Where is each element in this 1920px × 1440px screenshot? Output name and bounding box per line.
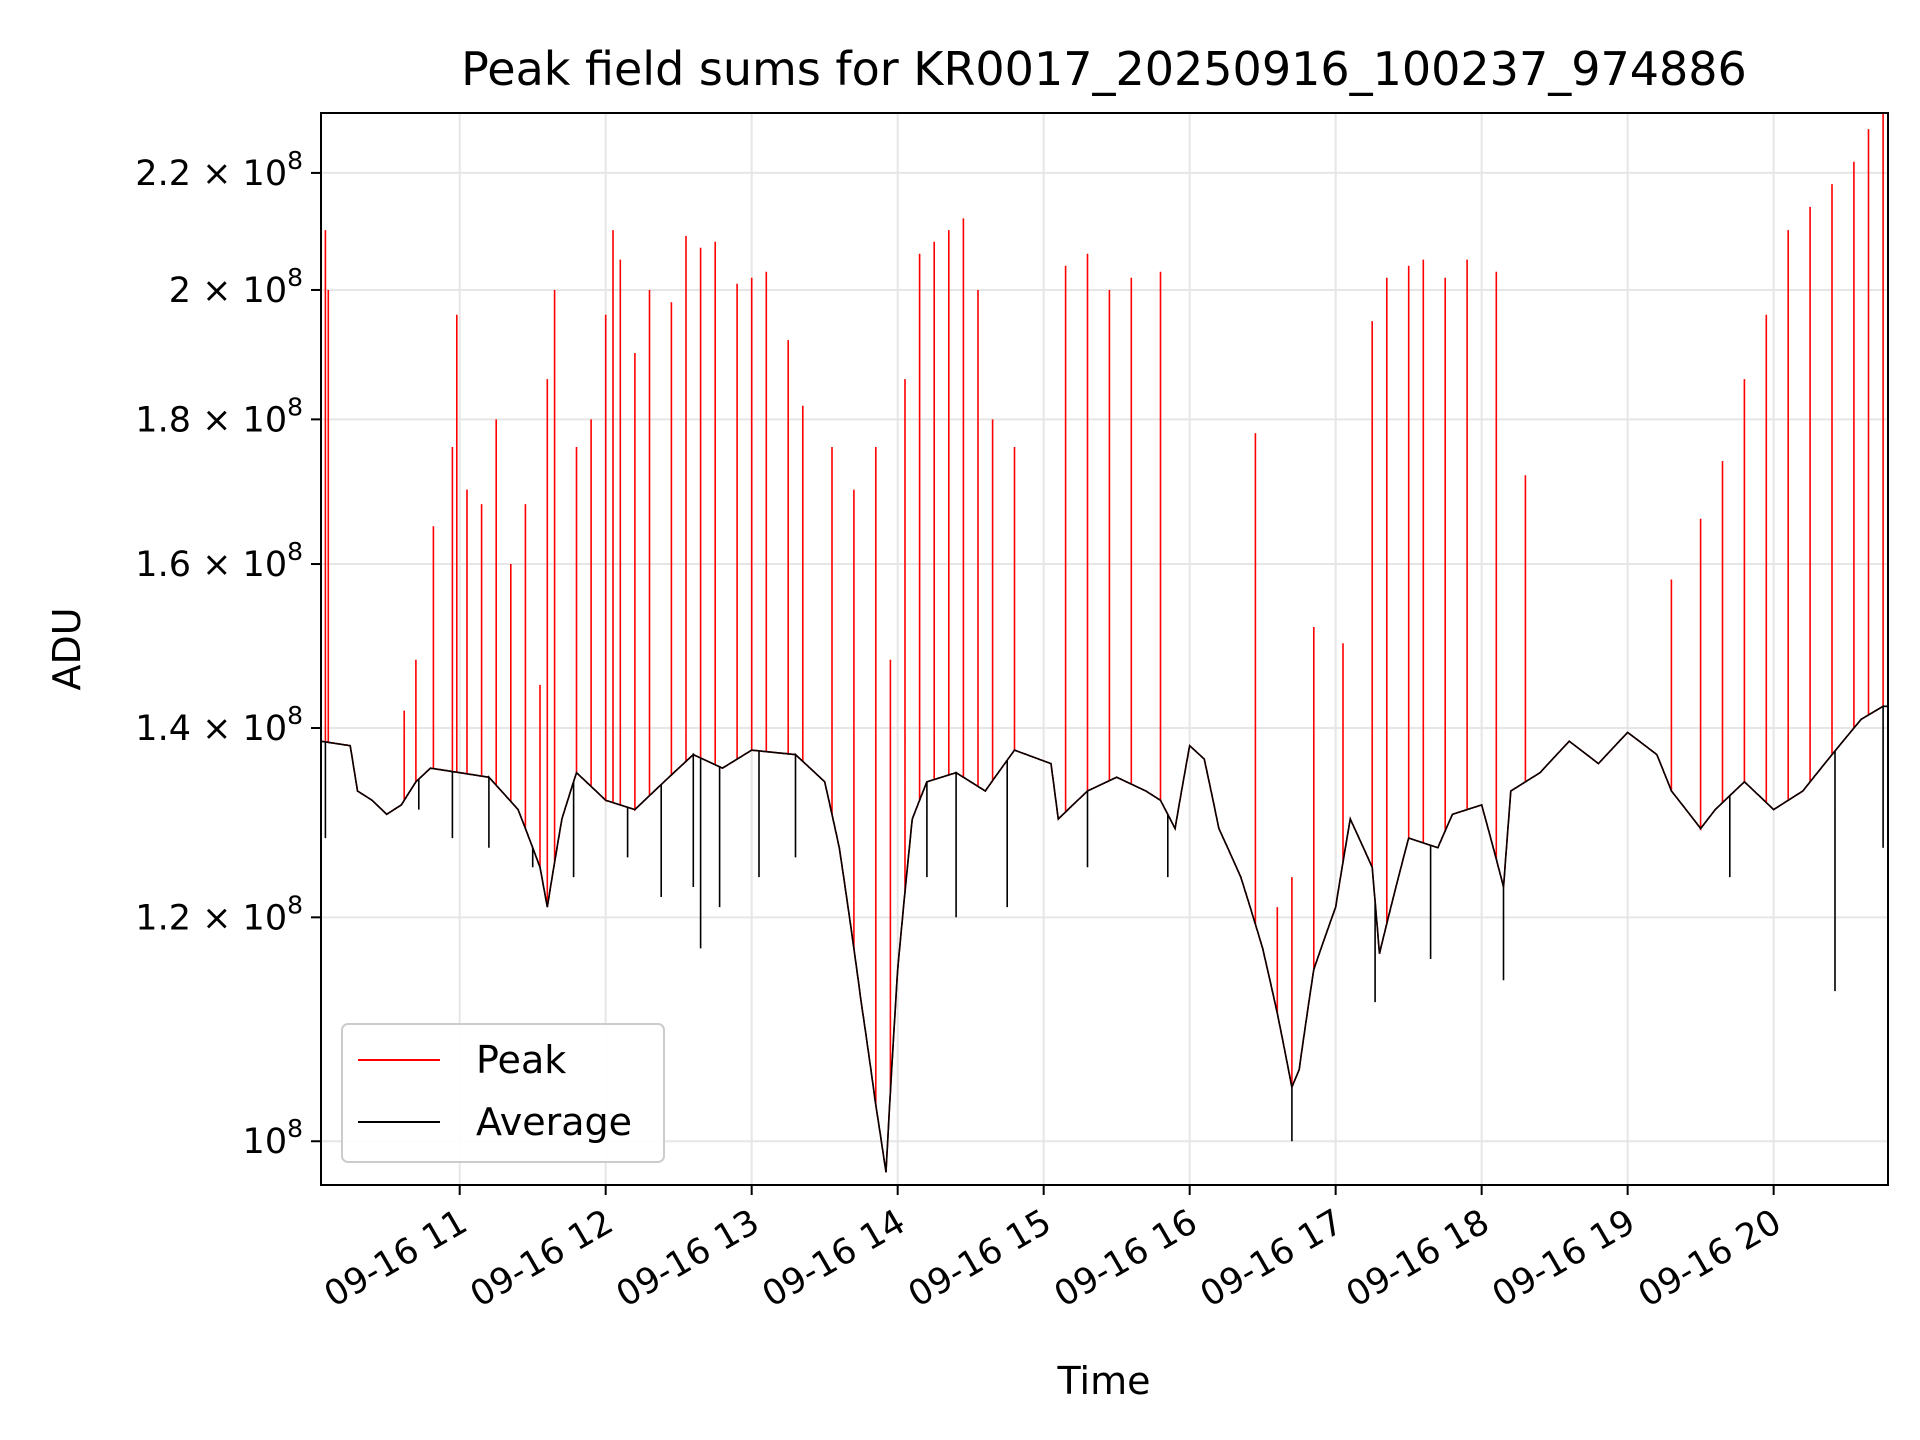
- plot-area: [321, 113, 1888, 1173]
- y-tick-mantissa: 1.8 ×: [135, 400, 242, 440]
- y-tick-exponent: 8: [287, 146, 303, 175]
- y-tick-mantissa: 1.4 ×: [135, 709, 242, 749]
- y-tick-mantissa: 2.2 ×: [135, 154, 242, 194]
- y-tick-base: 10: [243, 400, 288, 440]
- y-tick-label: 1.8 × 108: [135, 392, 303, 440]
- y-tick-exponent: 8: [287, 890, 303, 919]
- y-tick-exponent: 8: [287, 1114, 303, 1143]
- series-average-line: [321, 704, 1888, 1173]
- y-tick-base: 10: [243, 898, 288, 938]
- y-tick-base: 10: [243, 271, 288, 311]
- y-tick-label: 2 × 108: [169, 263, 303, 311]
- y-tick-mantissa: 1.6 ×: [135, 545, 242, 585]
- y-tick-base: 10: [243, 154, 288, 194]
- legend-box: [341, 1023, 665, 1163]
- y-tick-exponent: 8: [287, 537, 303, 566]
- chart-title: Peak field sums for KR0017_20250916_1002…: [461, 42, 1747, 96]
- plot-frame: [320, 112, 1889, 1186]
- legend-label-peak: Peak: [476, 1038, 566, 1082]
- y-tick-label: 1.4 × 108: [135, 701, 303, 749]
- legend-label-average: Average: [476, 1100, 632, 1144]
- y-tick-exponent: 8: [287, 392, 303, 421]
- y-tick-base: 10: [243, 709, 288, 749]
- y-tick-base: 10: [243, 545, 288, 585]
- y-tick-label: 108: [243, 1114, 303, 1162]
- y-tick-label: 1.2 × 108: [135, 890, 303, 938]
- y-tick-base: 10: [243, 1122, 288, 1162]
- y-tick-exponent: 8: [287, 263, 303, 292]
- y-tick-mantissa: 1.2 ×: [135, 898, 242, 938]
- y-tick-mantissa: 2 ×: [169, 271, 243, 311]
- y-tick-label: 2.2 × 108: [135, 146, 303, 194]
- y-tick-exponent: 8: [287, 701, 303, 730]
- legend: Peak Average: [341, 1023, 665, 1163]
- x-axis-label: Time: [1057, 1359, 1151, 1403]
- y-tick-label: 1.6 × 108: [135, 537, 303, 585]
- y-axis-label: ADU: [45, 607, 89, 690]
